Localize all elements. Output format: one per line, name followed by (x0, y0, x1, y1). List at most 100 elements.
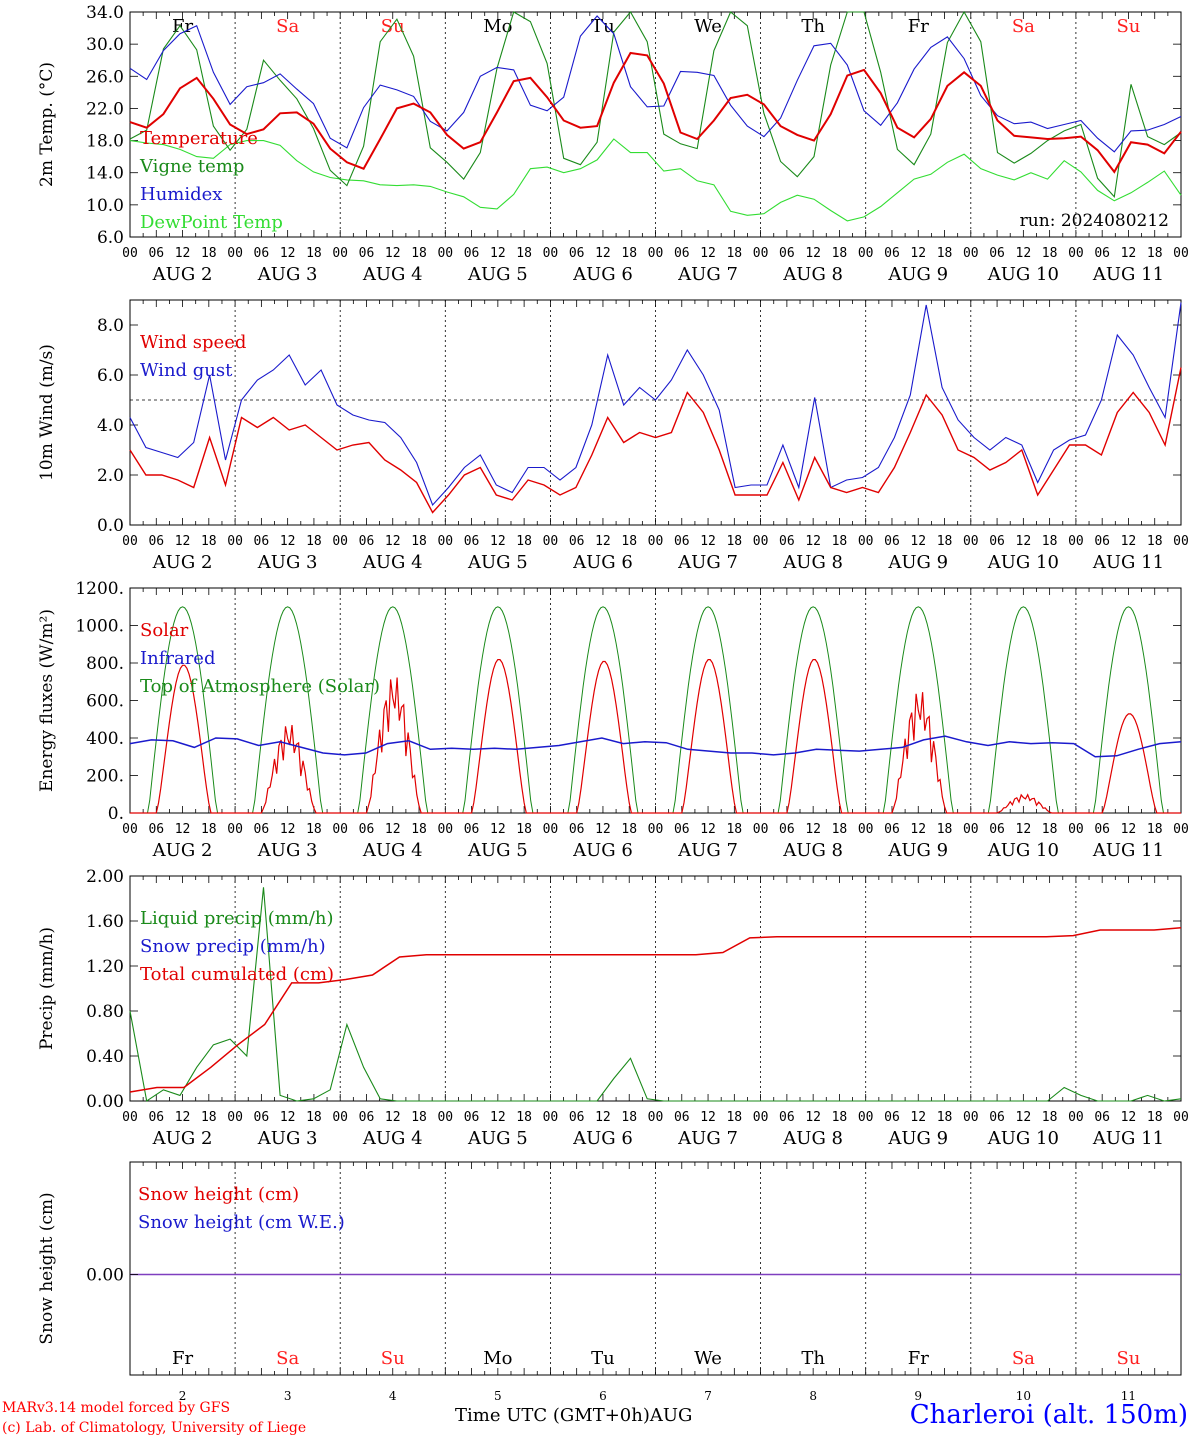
x-hour-label: 06 (464, 822, 480, 837)
x-hour-label: 00 (437, 534, 453, 549)
x-hour-label: 18 (726, 246, 742, 261)
x-hour-label: 18 (1147, 1110, 1163, 1125)
x-hour-label: 06 (359, 1110, 375, 1125)
x-date-label: AUG 8 (782, 1128, 843, 1149)
x-hour-label: 00 (1068, 1110, 1084, 1125)
x-hour-label: 12 (490, 822, 506, 837)
x-hour-label: 12 (700, 534, 716, 549)
x-date-label: AUG 9 (887, 552, 948, 573)
x-hour-label: 00 (437, 246, 453, 261)
y-tick-label: 1200. (75, 579, 124, 599)
x-hour-label: 06 (1094, 534, 1110, 549)
x-hour-label: 12 (280, 534, 296, 549)
x-hour-label: 00 (543, 1110, 559, 1125)
x-hour-label: 00 (1173, 246, 1189, 261)
y-tick-label: 1000. (75, 617, 124, 637)
legend-entry: Snow height (cm) (138, 1184, 299, 1205)
x-date-label: AUG 10 (987, 1128, 1059, 1149)
day-name-top: Fr (908, 16, 929, 37)
x-hour-label: 00 (1068, 246, 1084, 261)
x-hour-label: 18 (1042, 246, 1058, 261)
x-hour-label: 12 (1121, 1110, 1137, 1125)
x-hour-label: 06 (1094, 246, 1110, 261)
day-name-bottom: Mo (483, 1348, 512, 1369)
y-tick-label: 14.0 (86, 164, 124, 184)
day-date-bottom: 7 (704, 1389, 712, 1403)
x-hour-label: 12 (175, 534, 191, 549)
y-tick-label: 0.00 (86, 1092, 124, 1112)
x-date-label: AUG 9 (887, 840, 948, 861)
x-hour-label: 18 (937, 246, 953, 261)
x-hour-label: 06 (254, 1110, 270, 1125)
x-hour-label: 00 (227, 246, 243, 261)
x-hour-label: 18 (516, 822, 532, 837)
series-line (129, 51, 1182, 174)
x-hour-label: 00 (332, 822, 348, 837)
x-date-label: AUG 11 (1092, 1128, 1164, 1149)
y-axis-title: Energy fluxes (W/m²) (37, 609, 57, 792)
x-hour-label: 12 (1121, 246, 1137, 261)
x-hour-label: 12 (280, 246, 296, 261)
x-hour-label: 12 (1121, 822, 1137, 837)
day-name-top: Mo (483, 16, 512, 37)
x-hour-label: 06 (464, 246, 480, 261)
x-hour-label: 18 (1042, 534, 1058, 549)
x-hour-label: 06 (359, 822, 375, 837)
credit-line-2: (c) Lab. of Climatology, University of L… (2, 1420, 307, 1436)
legend-entry: Top of Atmosphere (Solar) (140, 676, 380, 697)
x-hour-label: 00 (437, 822, 453, 837)
x-hour-label: 00 (648, 246, 664, 261)
y-axis-title: 2m Temp. (°C) (37, 62, 57, 187)
y-tick-label: 6.0 (97, 228, 124, 248)
x-hour-label: 18 (201, 246, 217, 261)
day-name-bottom: Fr (172, 1348, 193, 1369)
x-hour-label: 18 (621, 1110, 637, 1125)
day-date-bottom: 10 (1016, 1389, 1031, 1403)
x-date-label: AUG 10 (987, 840, 1059, 861)
x-date-label: AUG 9 (887, 1128, 948, 1149)
x-hour-label: 00 (543, 246, 559, 261)
day-date-bottom: 2 (179, 1389, 187, 1403)
x-date-label: AUG 4 (362, 264, 423, 285)
x-date-label: AUG 11 (1092, 552, 1164, 573)
x-hour-label: 06 (148, 822, 164, 837)
day-name-bottom: Tu (591, 1348, 615, 1369)
x-hour-label: 00 (648, 822, 664, 837)
x-hour-label: 18 (726, 534, 742, 549)
y-tick-label: 1.60 (86, 912, 124, 932)
x-date-label: AUG 2 (152, 840, 213, 861)
x-date-label: AUG 11 (1092, 840, 1164, 861)
legend-entry: Total cumulated (cm) (140, 964, 334, 985)
x-hour-label: 12 (805, 822, 821, 837)
x-hour-label: 18 (1147, 822, 1163, 837)
x-hour-label: 18 (411, 822, 427, 837)
x-hour-label: 12 (910, 1110, 926, 1125)
x-hour-label: 18 (201, 822, 217, 837)
x-hour-label: 00 (753, 822, 769, 837)
x-hour-label: 00 (227, 534, 243, 549)
x-date-label: AUG 8 (782, 264, 843, 285)
x-date-label: AUG 11 (1092, 264, 1164, 285)
day-name-top: Su (381, 16, 405, 37)
y-tick-label: 4.0 (97, 416, 124, 436)
series-line (129, 10, 1182, 199)
x-hour-label: 12 (1016, 1110, 1032, 1125)
day-date-bottom: 8 (809, 1389, 817, 1403)
x-hour-label: 06 (674, 246, 690, 261)
x-hour-label: 06 (148, 534, 164, 549)
x-date-label: AUG 3 (257, 1128, 318, 1149)
x-hour-label: 12 (805, 246, 821, 261)
day-name-top: Tu (591, 16, 615, 37)
x-hour-label: 00 (648, 534, 664, 549)
x-hour-label: 12 (595, 534, 611, 549)
x-date-label: AUG 2 (152, 264, 213, 285)
x-hour-label: 00 (1068, 822, 1084, 837)
credits: MARv3.14 model forced by GFS (c) Lab. of… (2, 1398, 306, 1438)
x-date-label: AUG 7 (677, 840, 738, 861)
x-hour-label: 00 (122, 1110, 138, 1125)
x-hour-label: 12 (1016, 822, 1032, 837)
x-hour-label: 06 (464, 534, 480, 549)
x-hour-label: 00 (543, 534, 559, 549)
y-tick-label: 0.40 (86, 1047, 124, 1067)
